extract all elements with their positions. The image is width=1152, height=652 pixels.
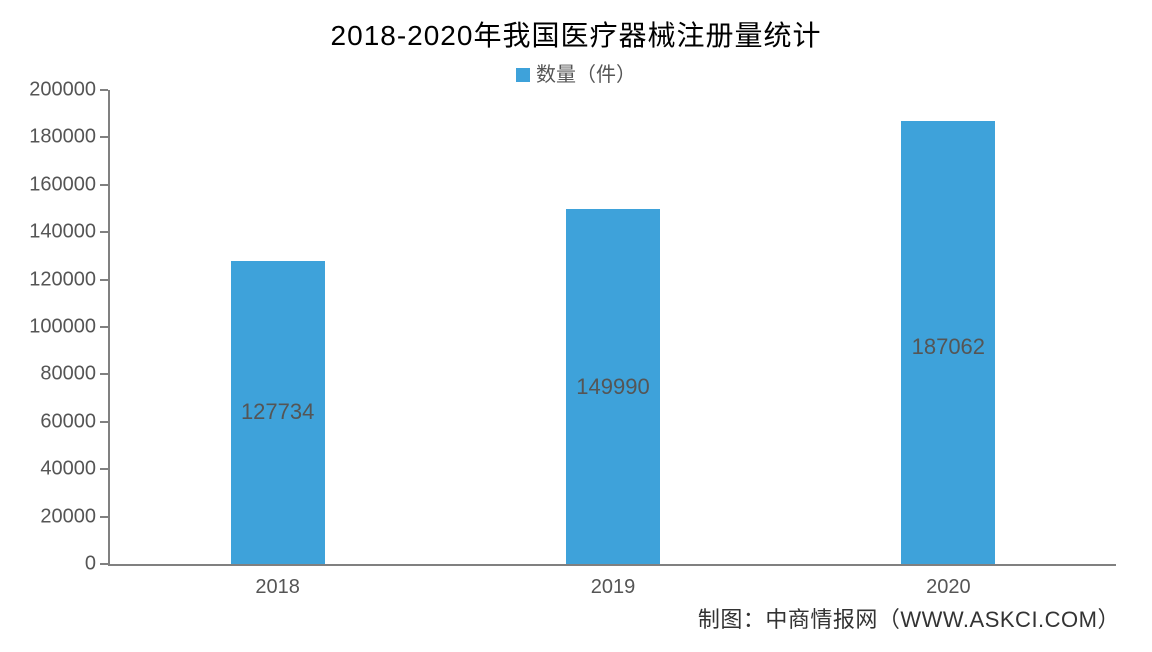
y-axis-label: 60000 <box>40 410 96 433</box>
bar-value-label: 149990 <box>576 374 649 400</box>
legend-label: 数量（件） <box>536 64 636 86</box>
chart-legend: 数量（件） <box>0 58 1152 87</box>
y-axis-tick <box>100 421 108 423</box>
x-axis-label: 2019 <box>591 576 636 599</box>
y-axis-label: 100000 <box>29 316 96 339</box>
plot-area: 0200004000060000800001000001200001400001… <box>108 90 1116 566</box>
y-axis-tick <box>100 89 108 91</box>
y-axis-label: 20000 <box>40 505 96 528</box>
y-axis-tick <box>100 184 108 186</box>
x-axis-label: 2020 <box>926 576 971 599</box>
bar-value-label: 127734 <box>241 399 314 425</box>
chart-title: 2018-2020年我国医疗器械注册量统计 <box>0 14 1152 54</box>
y-axis-label: 40000 <box>40 458 96 481</box>
y-axis-tick <box>100 373 108 375</box>
chart-container: 2018-2020年我国医疗器械注册量统计 数量（件） 020000400006… <box>0 0 1152 652</box>
y-axis-label: 180000 <box>29 126 96 149</box>
y-axis-label: 160000 <box>29 173 96 196</box>
y-axis-tick <box>100 279 108 281</box>
y-axis-label: 0 <box>85 553 96 576</box>
legend-swatch <box>516 68 530 82</box>
y-axis-tick <box>100 563 108 565</box>
credit-line: 制图：中商情报网（WWW.ASKCI.COM） <box>698 602 1120 634</box>
y-axis-label: 120000 <box>29 268 96 291</box>
y-axis-label: 80000 <box>40 363 96 386</box>
x-axis-label: 2018 <box>255 576 300 599</box>
y-axis-tick <box>100 136 108 138</box>
y-axis-tick <box>100 468 108 470</box>
y-axis-tick <box>100 231 108 233</box>
y-axis-label: 140000 <box>29 221 96 244</box>
y-axis-label: 200000 <box>29 79 96 102</box>
y-axis-tick <box>100 516 108 518</box>
y-axis-tick <box>100 326 108 328</box>
bar-value-label: 187062 <box>912 334 985 360</box>
